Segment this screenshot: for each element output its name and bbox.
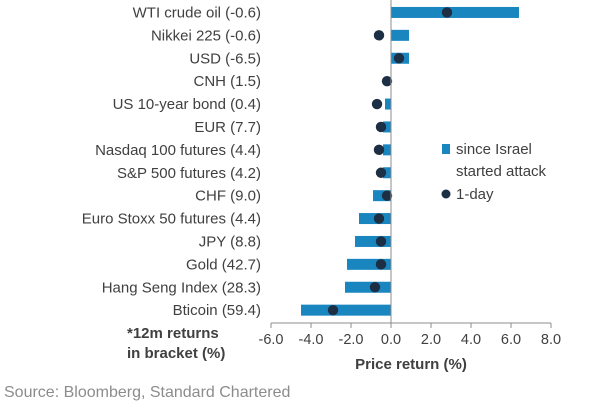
- category-label: USD (-6.5): [189, 50, 261, 67]
- dot: [441, 7, 453, 18]
- category-label: Bticoin (59.4): [173, 302, 261, 319]
- legend: since Israel started attack 1-day: [441, 141, 547, 203]
- category-label: CNH (1.5): [193, 73, 261, 90]
- dots: [327, 7, 453, 316]
- x-tick-label: 6.0: [501, 332, 521, 348]
- x-axis-title: Price return (%): [355, 356, 467, 373]
- category-label: S&P 500 futures (4.2): [117, 165, 261, 182]
- notes: *12m returns in bracket (%) Source: Bloomb…: [4, 325, 290, 401]
- x-tick-label: -2.0: [339, 332, 364, 348]
- dot: [373, 213, 385, 224]
- category-label: Nasdaq 100 futures (4.4): [95, 142, 261, 159]
- bar: [391, 6, 519, 18]
- category-label: EUR (7.7): [194, 119, 261, 136]
- category-label: Gold (42.7): [186, 256, 261, 273]
- x-tick-label: -4.0: [299, 332, 324, 348]
- category-label: Euro Stoxx 50 futures (4.4): [82, 211, 261, 228]
- dot: [371, 98, 383, 110]
- legend-label: started attack: [456, 163, 547, 180]
- bar: [383, 167, 391, 179]
- axes: -6.0 -4.0 -2.0 0.0 2.0 4.0 6.0 8.0 Price return …: [259, 0, 561, 373]
- legend-label: since Israel: [456, 141, 532, 158]
- category-label: CHF (9.0): [195, 188, 261, 205]
- legend-label: 1-day: [456, 186, 494, 203]
- bar: [347, 258, 391, 270]
- legend-swatch-dot: [441, 189, 451, 199]
- category-label: JPY (8.8): [199, 233, 261, 250]
- bar: [383, 144, 391, 156]
- dot: [375, 167, 387, 178]
- dot: [381, 190, 393, 201]
- dot: [375, 259, 387, 270]
- dot: [369, 282, 381, 293]
- x-tick-label: 2.0: [421, 332, 441, 348]
- dot: [327, 304, 339, 316]
- dot: [393, 53, 405, 64]
- category-label: Hang Seng Index (28.3): [102, 279, 261, 296]
- note-line: in bracket (%): [127, 345, 225, 362]
- category-labels: WTI crude oil (-0.6) Nikkei 225 (-0.6) USD…: [82, 4, 261, 319]
- x-tick-label: -6.0: [259, 332, 284, 348]
- dot: [375, 121, 387, 133]
- category-label: US 10-year bond (0.4): [113, 96, 261, 113]
- x-tick-label: 8.0: [541, 332, 561, 348]
- category-label: Nikkei 225 (-0.6): [151, 27, 261, 44]
- source-text: Source: Bloomberg, Standard Chartered: [4, 384, 290, 401]
- dot: [375, 236, 387, 247]
- bar: [383, 121, 391, 133]
- bar: [301, 304, 391, 316]
- x-tick-label: 0.0: [381, 332, 401, 348]
- bars: [301, 6, 519, 316]
- note-line: *12m returns: [127, 325, 219, 342]
- dot: [373, 144, 385, 156]
- category-label: WTI crude oil (-0.6): [133, 4, 261, 21]
- dot: [373, 30, 385, 41]
- bar: [385, 98, 391, 110]
- legend-swatch-bar: [442, 144, 450, 154]
- bar: [355, 235, 391, 247]
- dot: [381, 75, 393, 87]
- bar: [391, 29, 409, 41]
- bar: [345, 281, 391, 293]
- x-tick-label: 4.0: [461, 332, 481, 348]
